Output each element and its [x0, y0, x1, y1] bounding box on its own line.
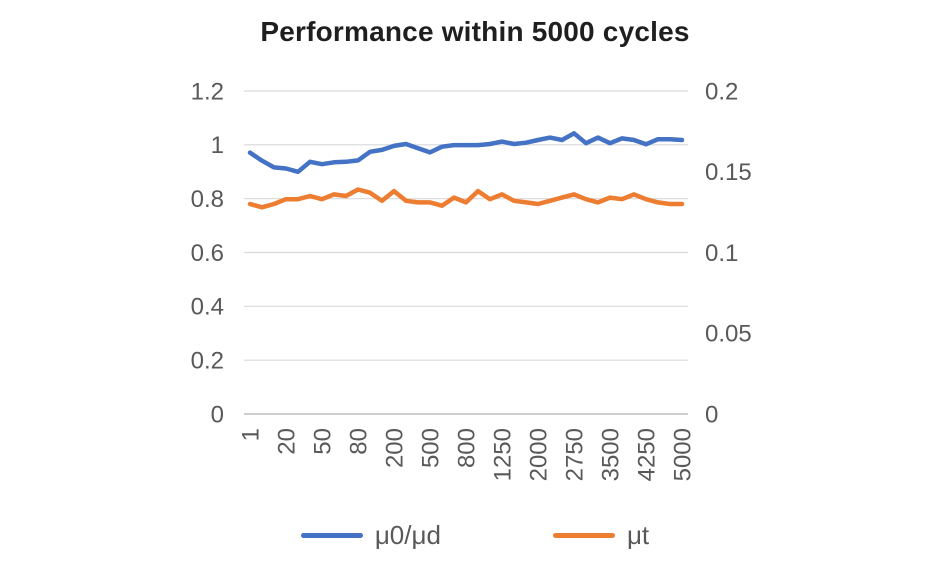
left-axis-tick-label: 1.2	[191, 78, 224, 105]
x-axis-tick-label: 2000	[525, 428, 552, 481]
left-axis-tick-label: 0.6	[191, 240, 224, 267]
legend-item-mu0-mud: μ0/μd	[300, 520, 441, 550]
left-axis-tick-label: 1	[211, 132, 224, 159]
legend-line-swatch-blue-icon	[300, 532, 363, 538]
right-axis-tick-label: 0.2	[705, 78, 738, 105]
x-axis-tick-label: 200	[381, 428, 408, 468]
chart-legend: μ0/μd μt	[0, 522, 950, 548]
legend-label-mut: μt	[626, 520, 650, 550]
right-axis-tick-label: 0.05	[705, 321, 752, 348]
x-axis-tick-label: 1	[237, 428, 264, 441]
left-axis-tick-label: 0.2	[191, 348, 224, 375]
legend-label-mu0-mud: μ0/μd	[374, 520, 441, 550]
x-axis-tick-label: 3500	[597, 428, 624, 481]
left-axis-tick-label: 0.4	[191, 294, 224, 321]
legend-item-mut: μt	[552, 520, 650, 550]
series-line-mu0-mud	[247, 131, 685, 175]
x-axis-tick-label: 50	[309, 428, 336, 455]
right-axis-tick-label: 0	[705, 401, 718, 428]
series-line-mut	[247, 187, 685, 210]
x-axis-tick-label: 500	[417, 428, 444, 468]
left-axis-tick-label: 0	[211, 401, 224, 428]
right-axis-tick-label: 0.15	[705, 159, 752, 186]
x-axis-tick-label: 1250	[489, 428, 516, 481]
left-axis-tick-label: 0.8	[191, 186, 224, 213]
x-axis-tick-label: 20	[273, 428, 300, 455]
x-axis-tick-label: 80	[345, 428, 372, 455]
x-axis-tick-label: 2750	[561, 428, 588, 481]
chart-title: Performance within 5000 cycles	[260, 16, 690, 47]
x-axis-tick-label: 4250	[633, 428, 660, 481]
x-axis-tick-label: 5000	[669, 428, 696, 481]
right-axis-tick-label: 0.1	[705, 240, 738, 267]
legend-line-swatch-orange-icon	[552, 532, 615, 538]
x-axis-tick-label: 800	[453, 428, 480, 468]
